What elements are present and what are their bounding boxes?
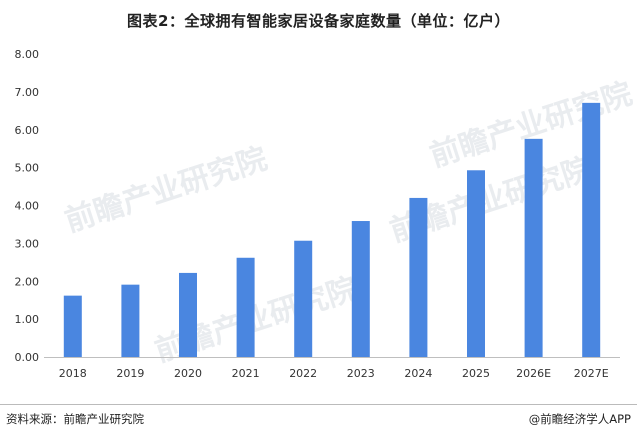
x-tick-label: 2022: [289, 367, 317, 380]
y-tick-label: 0.00: [15, 351, 40, 364]
bar: [294, 240, 313, 357]
chart-title: 图表2：全球拥有智能家居设备家庭数量（单位：亿户）: [127, 12, 510, 30]
x-tick-label: 2025: [462, 367, 490, 380]
y-tick-label: 3.00: [15, 237, 40, 250]
footer-divider: [0, 404, 637, 405]
bar: [63, 295, 82, 357]
x-tick-label: 2018: [59, 367, 87, 380]
bar: [409, 197, 428, 357]
bar: [179, 272, 197, 357]
x-tick-label: 2027E: [574, 367, 609, 380]
bar: [582, 102, 601, 357]
y-tick-label: 7.00: [15, 86, 40, 99]
y-tick-label: 5.00: [15, 162, 40, 175]
source-note: 资料来源：前瞻产业研究院: [6, 412, 144, 426]
bar: [121, 284, 140, 357]
x-tick-label: 2021: [232, 367, 260, 380]
bar: [351, 221, 370, 357]
x-tick-label: 2026E: [516, 367, 551, 380]
y-tick-label: 1.00: [15, 313, 40, 326]
x-tick-label: 2019: [116, 367, 144, 380]
bar: [236, 257, 255, 357]
brand-credit: @前瞻经济学人APP: [528, 412, 631, 426]
y-tick-label: 2.00: [15, 275, 40, 288]
bar-chart: 0.00 1.00 2.00 3.00 4.00 5.00 6.00 7.00 8.00 2018…: [15, 48, 620, 380]
bar: [524, 138, 543, 357]
x-tick-label: 2024: [404, 367, 432, 380]
x-tick-label: 2023: [347, 367, 375, 380]
y-tick-label: 6.00: [15, 124, 40, 137]
bar: [467, 170, 485, 357]
y-tick-label: 4.00: [15, 200, 40, 213]
y-tick-label: 8.00: [15, 48, 40, 61]
x-tick-label: 2020: [174, 367, 202, 380]
